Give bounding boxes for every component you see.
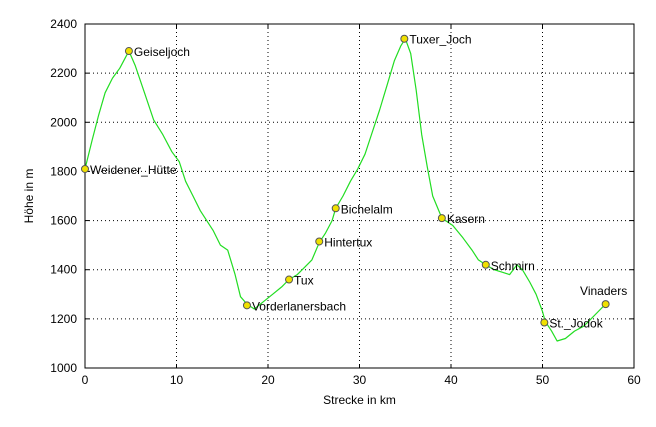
waypoint-label: Tux	[294, 274, 314, 288]
y-tick-label: 1400	[50, 263, 77, 277]
y-tick-label: 1000	[50, 361, 77, 375]
x-tick-label: 10	[170, 373, 184, 387]
y-tick-label: 1600	[50, 214, 77, 228]
x-tick-label: 20	[261, 373, 275, 387]
waypoint-label: Vorderlanersbach	[252, 299, 346, 313]
x-tick-label: 0	[82, 373, 89, 387]
x-tick-label: 50	[536, 373, 550, 387]
waypoint-marker	[124, 47, 133, 56]
elevation-line	[84, 38, 607, 342]
waypoint-label: Vinaders	[580, 284, 627, 298]
y-tick-label: 2400	[50, 17, 77, 31]
axis-ticks: 0 10 20 30 40 50 60 1000 1200 1400 1600 1800 2000 220…	[50, 17, 641, 387]
x-tick-label: 30	[353, 373, 367, 387]
waypoint-label: Bichelalm	[341, 202, 393, 216]
waypoint-label: Hintertux	[324, 235, 372, 249]
y-axis-label: Höhe in m	[22, 169, 36, 224]
x-axis-label: Strecke in km	[323, 393, 396, 407]
waypoint-label: Schmirn	[491, 259, 535, 273]
waypoint-marker	[601, 300, 610, 309]
waypoint-marker	[400, 34, 409, 43]
waypoint-marker	[331, 204, 340, 213]
waypoint-marker	[481, 260, 490, 269]
waypoint-marker	[242, 301, 251, 310]
waypoint-marker	[437, 214, 446, 223]
x-tick-label: 60	[627, 373, 641, 387]
grid	[85, 24, 634, 368]
waypoints: Weidener_Hütte Geiseljoch Vorderlanersbach…	[81, 33, 627, 331]
waypoint-label: Weidener_Hütte	[90, 163, 177, 177]
waypoint-marker	[285, 275, 294, 284]
waypoint-label: Tuxer_Joch	[409, 33, 471, 47]
waypoint-label: St._Jodok	[549, 317, 603, 331]
y-tick-label: 1800	[50, 164, 77, 178]
y-tick-label: 2200	[50, 66, 77, 80]
waypoint-marker	[315, 237, 324, 246]
waypoint-marker	[540, 318, 549, 327]
waypoint-marker	[81, 164, 89, 173]
y-tick-label: 1200	[50, 312, 77, 326]
x-tick-label: 40	[444, 373, 458, 387]
waypoint-label: Geiseljoch	[134, 45, 190, 59]
waypoint-label: Kasern	[447, 212, 485, 226]
y-tick-label: 2000	[50, 115, 77, 129]
